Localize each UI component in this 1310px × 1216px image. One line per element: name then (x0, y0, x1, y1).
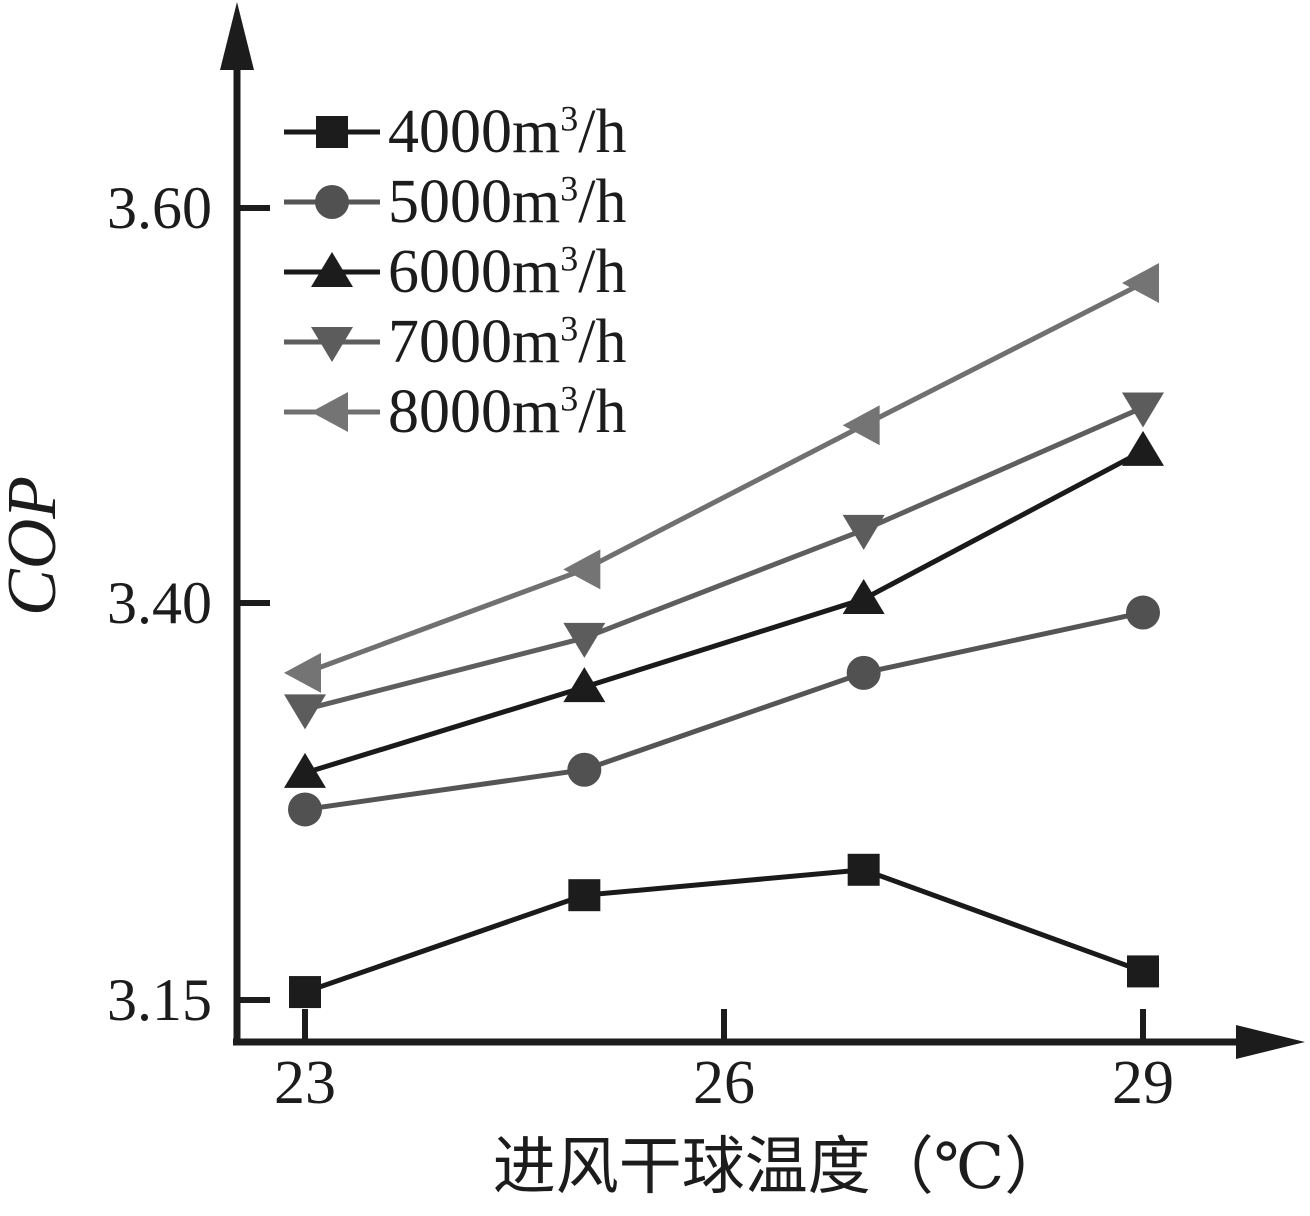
legend-label-text: 5000m (388, 168, 561, 236)
x-axis-title: 进风干球温度（℃） (492, 1132, 1068, 1202)
legend-label-sup: 3 (560, 98, 579, 139)
x-tick-label-29: 29 (1112, 1049, 1174, 1117)
legend-swatch-triangle-up-icon (284, 252, 380, 287)
legend-swatch-circle-icon (284, 185, 380, 219)
legend-swatch-triangle-down-icon (284, 327, 380, 362)
legend-item-5000: 5000m3/h (282, 167, 626, 237)
legend-label-unit: /h (578, 238, 627, 306)
legend-item-8000: 8000m3/h (282, 377, 626, 447)
legend-swatch-square-icon (284, 116, 380, 148)
legend-label-8000: 8000m3/h (388, 380, 626, 444)
axes (220, 2, 1305, 1059)
x-axis-arrow-icon (1236, 1025, 1305, 1059)
series-7000m (284, 392, 1164, 730)
legend-label-unit: /h (578, 378, 627, 446)
series-6000m (284, 430, 1164, 788)
legend-label-text: 6000m (388, 238, 561, 306)
legend-label-unit: /h (578, 98, 627, 166)
legend-swatch-triangle-left-icon (284, 392, 380, 432)
y-tick-label-3-40: 3.40 (107, 570, 212, 636)
legend-label-sup: 3 (560, 378, 579, 419)
legend-label-6000: 6000m3/h (388, 240, 626, 304)
series-4000m (289, 853, 1159, 1009)
legend-label-5000: 5000m3/h (388, 170, 626, 234)
y-tick-label-3-60: 3.60 (107, 175, 212, 241)
legend-label-sup: 3 (560, 238, 579, 279)
series-5000m (288, 595, 1160, 827)
legend: 4000m3/h 5000m3/h 6000m3/h 7000m3/h 8000… (282, 97, 626, 447)
legend-item-4000: 4000m3/h (282, 97, 626, 167)
series-8000m (284, 263, 1159, 693)
legend-label-text: 4000m (388, 98, 561, 166)
legend-label-text: 7000m (388, 308, 561, 376)
x-tick-label-26: 26 (693, 1049, 755, 1117)
legend-label-sup: 3 (560, 308, 579, 349)
legend-label-4000: 4000m3/h (388, 100, 626, 164)
x-tick-label-23: 23 (274, 1049, 336, 1117)
y-tick-label-3-15: 3.15 (107, 967, 212, 1033)
legend-label-text: 8000m (388, 378, 561, 446)
y-axis-arrow-icon (220, 2, 254, 70)
legend-label-sup: 3 (560, 168, 579, 209)
legend-item-6000: 6000m3/h (282, 237, 626, 307)
legend-label-7000: 7000m3/h (388, 310, 626, 374)
legend-label-unit: /h (578, 308, 627, 376)
legend-item-7000: 7000m3/h (282, 307, 626, 377)
legend-label-unit: /h (578, 168, 627, 236)
